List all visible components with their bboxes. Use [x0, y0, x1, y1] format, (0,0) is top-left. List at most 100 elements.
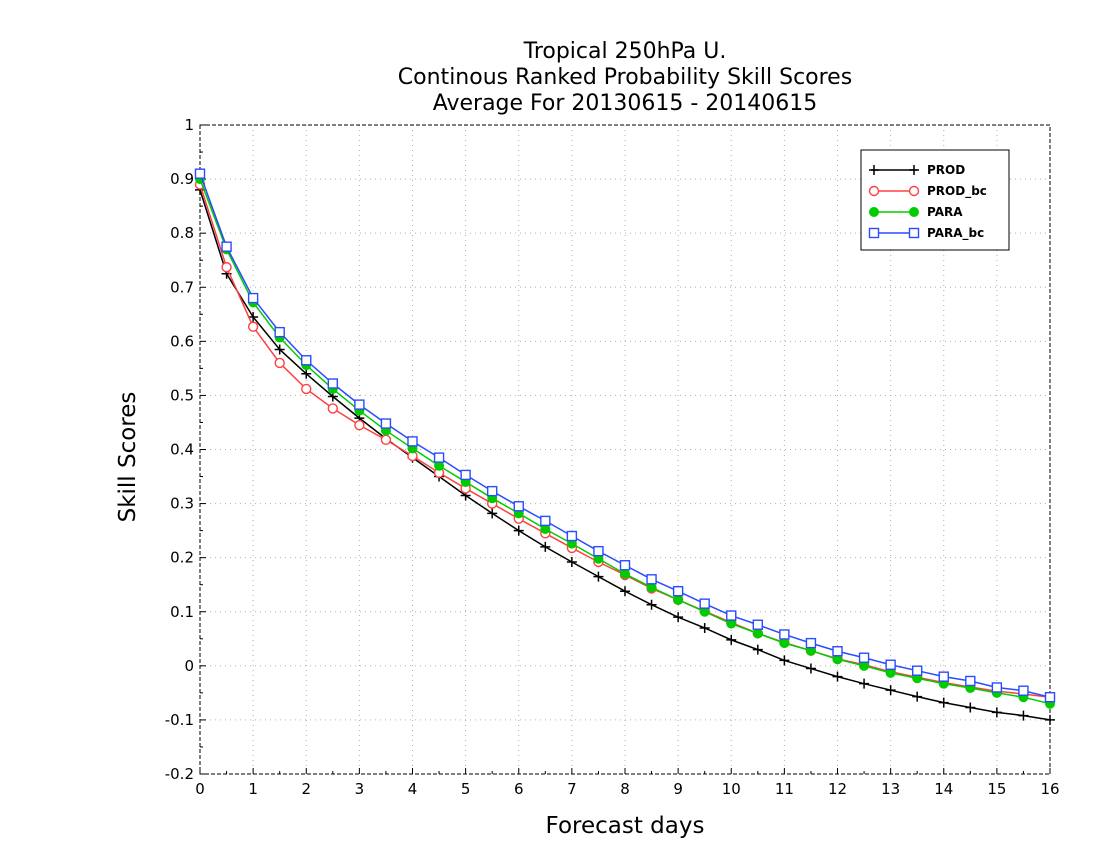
data-point: [779, 629, 790, 640]
y-tick-label: 0.2: [170, 549, 194, 567]
data-point: [620, 568, 630, 579]
data-point: [486, 485, 498, 497]
chart-title: Tropical 250hPa U. Continous Ranked Prob…: [398, 39, 852, 116]
data-point: [194, 168, 206, 179]
data-point: [1018, 710, 1029, 721]
data-point: [354, 419, 365, 431]
data-point: [938, 697, 949, 708]
data-point: [274, 357, 285, 369]
data-point: [620, 586, 630, 597]
y-tick-label: 0.7: [170, 278, 194, 296]
x-tick-label: 7: [567, 780, 577, 798]
y-tick-label: 0.9: [170, 170, 194, 188]
x-tick-label: 0: [195, 780, 205, 798]
y-tick-label: 0.8: [170, 224, 194, 242]
x-tick-label: 15: [987, 780, 1006, 798]
data-point: [566, 556, 577, 567]
y-tick-label: 0.5: [170, 386, 194, 404]
data-point: [805, 663, 816, 674]
data-point: [327, 378, 339, 389]
y-tick-label: 0: [184, 657, 194, 675]
data-point: [301, 355, 312, 366]
data-point: [805, 637, 817, 649]
series-group: [194, 168, 1056, 725]
x-tick-label: 11: [775, 780, 794, 798]
data-point: [885, 659, 896, 670]
data-point: [1044, 692, 1056, 703]
x-axis-ticks: 0 1 2 3 4 5 6 7 8 9 10 11 12 13 14 15 16: [195, 768, 1060, 798]
y-tick-label: 0.6: [170, 332, 194, 350]
data-point: [247, 292, 259, 304]
title-line-2: Continous Ranked Probability Skill Score…: [398, 65, 852, 90]
legend: PROD PROD_bc PARA PARA_bc: [860, 149, 1010, 251]
legend-label: PROD_bc: [927, 184, 987, 199]
y-tick-label: 0.3: [170, 495, 194, 513]
data-point: [699, 598, 710, 609]
data-point: [1045, 714, 1055, 725]
x-tick-label: 9: [673, 780, 683, 798]
data-point: [248, 311, 259, 322]
y-tick-label: 0.4: [170, 441, 194, 459]
data-point: [991, 707, 1002, 718]
data-point: [274, 344, 285, 355]
data-point: [832, 671, 843, 682]
data-point: [673, 612, 684, 623]
data-point: [221, 241, 232, 252]
data-point: [938, 671, 949, 682]
data-point: [1018, 685, 1029, 696]
x-tick-label: 4: [408, 780, 418, 798]
legend-marker: [869, 207, 879, 217]
data-point: [301, 368, 312, 379]
y-tick-label: -0.2: [165, 765, 194, 783]
title-line-1: Tropical 250hPa U.: [523, 39, 727, 64]
data-point: [726, 610, 737, 621]
data-point: [646, 574, 657, 585]
title-line-3: Average For 20130615 - 20140615: [433, 91, 818, 116]
data-point: [965, 675, 976, 687]
data-point: [779, 655, 790, 666]
x-tick-label: 14: [934, 780, 953, 798]
series-line: [199, 178, 1051, 705]
data-point: [593, 545, 604, 557]
x-tick-label: 8: [620, 780, 630, 798]
y-tick-label: 1: [184, 116, 194, 134]
y-tick-label: -0.1: [165, 711, 194, 729]
data-point: [779, 638, 790, 649]
data-point: [832, 646, 843, 657]
data-point: [673, 594, 684, 605]
x-tick-label: 10: [722, 780, 741, 798]
legend-marker: [908, 227, 920, 239]
data-point: [380, 434, 392, 445]
x-tick-label: 16: [1040, 780, 1059, 798]
data-point: [593, 571, 604, 582]
data-point: [752, 644, 763, 655]
data-point: [858, 652, 870, 663]
data-point: [646, 599, 657, 610]
data-point: [726, 634, 737, 645]
data-point: [752, 628, 763, 639]
series-prod: [195, 184, 1055, 725]
data-point: [513, 501, 524, 512]
x-tick-label: 1: [248, 780, 258, 798]
x-tick-label: 13: [881, 780, 900, 798]
legend-marker: [869, 165, 879, 175]
data-point: [433, 452, 445, 463]
data-point: [566, 530, 578, 542]
x-tick-label: 2: [301, 780, 311, 798]
gridlines: [200, 125, 1050, 774]
x-tick-label: 5: [461, 780, 471, 798]
data-point: [540, 541, 551, 552]
data-point: [699, 622, 710, 633]
data-point: [247, 321, 259, 332]
data-point: [912, 691, 923, 702]
data-point: [460, 469, 471, 481]
data-point: [619, 560, 631, 571]
data-point: [672, 585, 684, 597]
data-point: [911, 665, 923, 676]
data-point: [859, 678, 870, 689]
y-tick-label: 0.1: [170, 603, 194, 621]
series-para-bc: [194, 168, 1056, 703]
x-axis-label: Forecast days: [546, 813, 705, 839]
legend-entry: PROD_bc: [868, 184, 987, 199]
